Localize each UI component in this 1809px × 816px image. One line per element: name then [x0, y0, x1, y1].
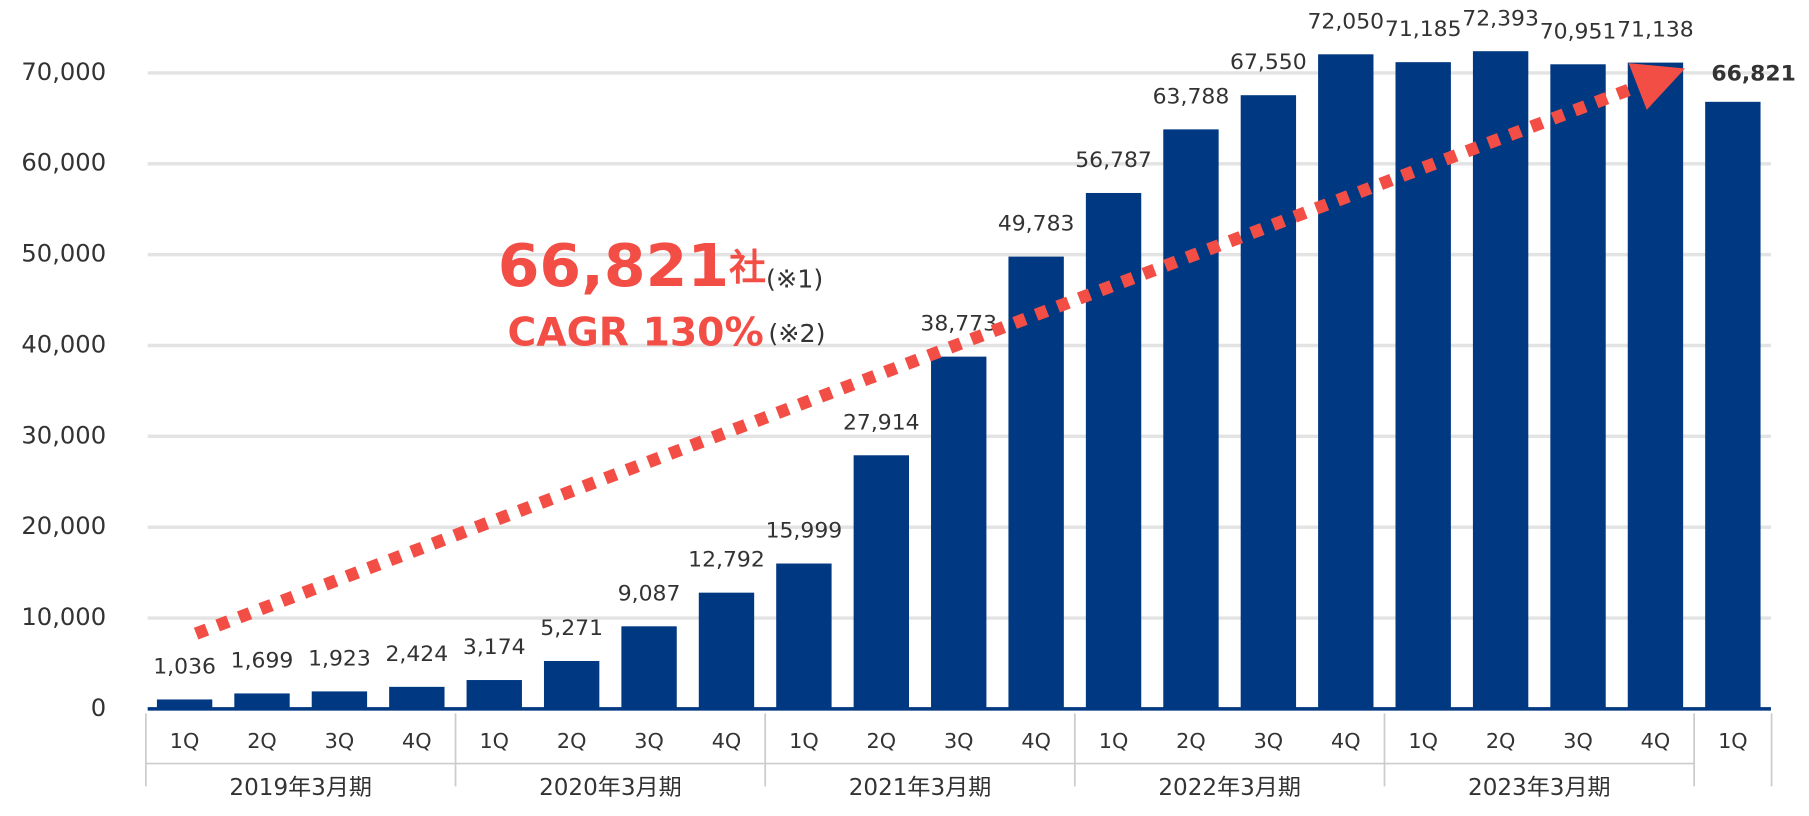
- bar: [1627, 62, 1684, 709]
- value-label: 63,788: [1153, 85, 1230, 110]
- y-tick-label: 20,000: [21, 512, 106, 540]
- bar: [1085, 192, 1142, 709]
- x-tick-label: 3Q: [325, 729, 355, 753]
- value-label: 15,999: [766, 519, 843, 544]
- bar: [853, 455, 909, 709]
- group-label: 2021年3月期: [849, 775, 992, 801]
- x-tick-label: 3Q: [1254, 729, 1284, 753]
- note2: (※2): [768, 319, 825, 348]
- bar: [1163, 129, 1219, 709]
- x-tick-label: 4Q: [402, 729, 432, 753]
- x-tick-label: 4Q: [1021, 729, 1051, 753]
- value-label: 1,699: [231, 649, 294, 674]
- x-tick-label: 2Q: [867, 729, 897, 753]
- bar: [311, 691, 368, 709]
- y-tick-label: 40,000: [21, 331, 106, 359]
- value-label: 27,914: [843, 410, 920, 435]
- group-label: 2019年3月期: [229, 775, 372, 801]
- value-label: 71,185: [1385, 17, 1462, 42]
- y-tick-label: 30,000: [21, 421, 106, 449]
- x-tick-label: 2Q: [1486, 729, 1516, 753]
- x-tick-label: 2Q: [247, 729, 277, 753]
- bar: [1472, 51, 1529, 709]
- note1: (※1): [766, 264, 823, 293]
- value-label: 1,036: [153, 655, 216, 680]
- y-tick-label: 0: [91, 694, 106, 722]
- x-tick-label: 1Q: [170, 729, 200, 753]
- group-label: 2020年3月期: [539, 775, 682, 801]
- value-label: 1,923: [308, 647, 371, 672]
- value-label: 70,951: [1540, 19, 1617, 44]
- bar: [389, 686, 445, 709]
- group-label: 2023年3月期: [1468, 775, 1611, 801]
- bar: [1318, 54, 1374, 709]
- value-label: 56,787: [1075, 148, 1152, 173]
- y-tick-label: 70,000: [21, 58, 106, 86]
- bar: [156, 699, 213, 709]
- bar: [1395, 62, 1451, 709]
- bar: [931, 356, 987, 709]
- value-label: 72,050: [1307, 9, 1384, 34]
- value-label: 66,821: [1711, 62, 1796, 87]
- bar: [621, 626, 677, 709]
- bar: [698, 592, 755, 709]
- value-label: 72,393: [1462, 6, 1539, 31]
- x-tick-label: 2Q: [1176, 729, 1206, 753]
- bar: [1008, 256, 1064, 709]
- value-label: 9,087: [618, 581, 681, 606]
- value-label: 2,424: [385, 642, 448, 667]
- y-tick-label: 50,000: [21, 240, 106, 268]
- bar: [466, 680, 522, 709]
- value-label: 5,271: [540, 616, 603, 641]
- x-tick-label: 1Q: [479, 729, 509, 753]
- value-label: 67,550: [1230, 50, 1307, 75]
- value-label: 49,783: [998, 212, 1075, 237]
- bar: [1240, 95, 1297, 709]
- x-tick-label: 2Q: [557, 729, 587, 753]
- x-tick-label: 3Q: [1563, 729, 1593, 753]
- bar: [776, 563, 832, 709]
- bar: [1705, 101, 1761, 709]
- count-annotation: 66,821社: [498, 232, 766, 301]
- bar: [543, 660, 600, 709]
- value-label: 71,138: [1617, 18, 1694, 43]
- value-label: 38,773: [920, 312, 997, 337]
- x-tick-label: 1Q: [1718, 729, 1748, 753]
- x-tick-label: 1Q: [789, 729, 819, 753]
- bar: [1550, 64, 1606, 709]
- cagr-annotation: CAGR 130%: [507, 311, 763, 356]
- group-label: 2022年3月期: [1158, 775, 1301, 801]
- y-tick-label: 60,000: [21, 149, 106, 177]
- x-tick-label: 3Q: [944, 729, 974, 753]
- x-tick-label: 3Q: [634, 729, 664, 753]
- x-tick-label: 1Q: [1099, 729, 1129, 753]
- x-tick-label: 4Q: [712, 729, 742, 753]
- trend-arrow: [193, 63, 1686, 640]
- bar: [234, 693, 290, 709]
- x-tick-label: 4Q: [1331, 729, 1361, 753]
- x-tick-label: 1Q: [1408, 729, 1438, 753]
- value-label: 3,174: [463, 635, 526, 660]
- x-tick-label: 4Q: [1641, 729, 1671, 753]
- value-label: 12,792: [688, 548, 765, 573]
- y-tick-label: 10,000: [21, 603, 106, 631]
